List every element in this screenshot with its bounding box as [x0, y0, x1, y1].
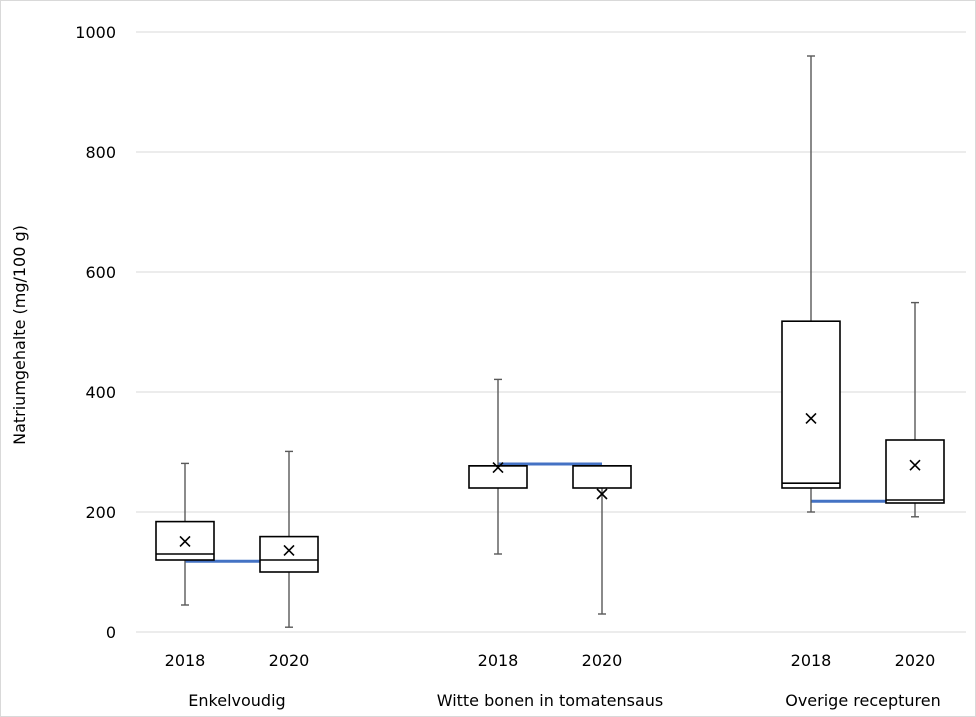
y-tick-label: 1000 [75, 23, 116, 42]
mean-marker [909, 459, 921, 471]
x-tick-label: 2018 [478, 651, 519, 670]
box-iqr [468, 464, 528, 489]
mean-marker [492, 462, 504, 474]
y-tick-label: 600 [85, 263, 116, 282]
y-axis-ticks: 0 200 400 600 800 1000 [75, 23, 116, 642]
x-tick-label: 2018 [165, 651, 206, 670]
x-tick-label: 2020 [582, 651, 623, 670]
mean-marker [805, 412, 817, 424]
x-group-label: Enkelvoudig [188, 691, 285, 710]
box-iqr [781, 320, 841, 489]
mean-marker [283, 544, 295, 556]
x-tick-label: 2020 [269, 651, 310, 670]
box-iqr [572, 464, 632, 489]
box-iqr [259, 535, 319, 573]
y-tick-label: 400 [85, 383, 116, 402]
x-axis-labels: 2018 2020 Enkelvoudig 2018 2020 Witte bonen i… [165, 651, 941, 710]
mean-marker [179, 535, 191, 547]
box-iqr [885, 439, 945, 504]
y-tick-label: 800 [85, 143, 116, 162]
x-tick-label: 2020 [895, 651, 936, 670]
x-tick-label: 2018 [791, 651, 832, 670]
boxes [155, 55, 945, 628]
mean-marker [596, 488, 608, 500]
y-tick-label: 0 [106, 623, 116, 642]
x-group-label: Overige recepturen [785, 691, 941, 710]
gridlines [136, 31, 966, 633]
x-group-label: Witte bonen in tomatensaus [437, 691, 664, 710]
y-tick-label: 200 [85, 503, 116, 522]
y-axis-title: Natriumgehalte (mg/100 g) [10, 225, 29, 445]
